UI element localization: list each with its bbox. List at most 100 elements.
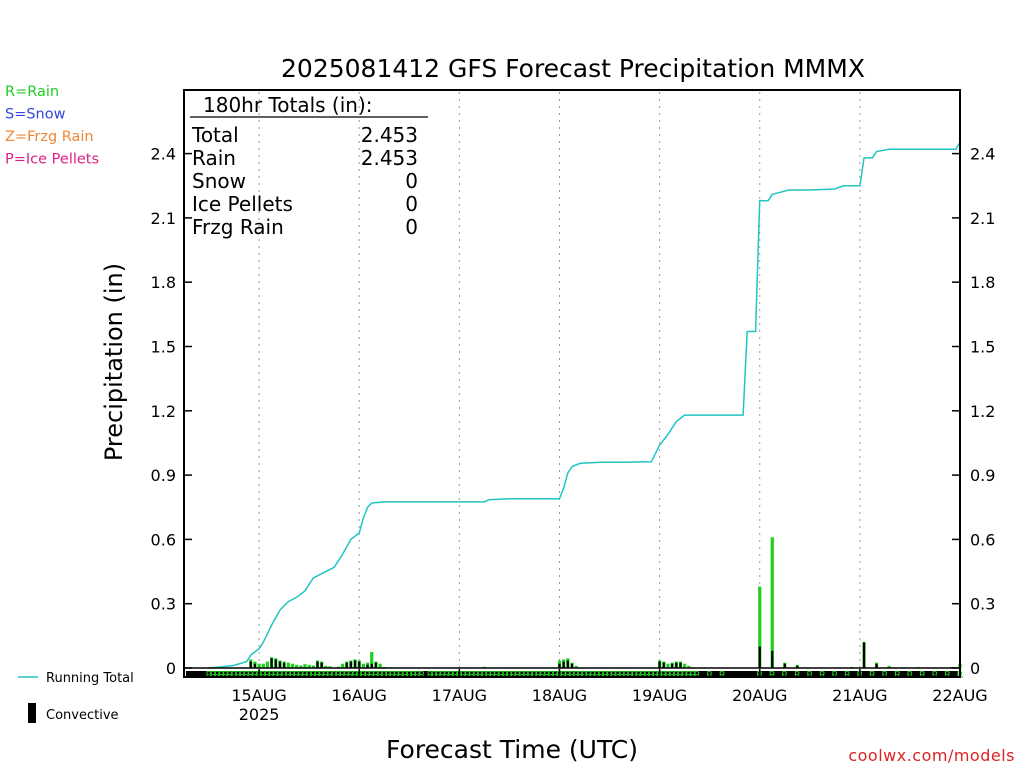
- totals-row-value: 0: [405, 192, 418, 216]
- ptype-code: R: [543, 670, 550, 681]
- ptype-code: R: [669, 670, 676, 681]
- ptype-code: R: [460, 670, 467, 681]
- totals-row-label: Total: [191, 123, 239, 147]
- y-tick-label: 1.5: [970, 338, 995, 357]
- running-total-legend-label: Running Total: [46, 671, 134, 686]
- ptype-code: R: [673, 670, 680, 681]
- ptype-code: R: [677, 670, 684, 681]
- y-tick-label: 0.3: [970, 595, 995, 614]
- ptype-code: R: [819, 670, 826, 681]
- convective-bar: [771, 650, 774, 668]
- ptype-code: R: [614, 670, 621, 681]
- rain-bar: [683, 663, 687, 668]
- convective-bar: [370, 663, 373, 668]
- convective-bar: [558, 663, 561, 668]
- ptype-baseline: [186, 671, 958, 676]
- ptype-code: R: [919, 670, 926, 681]
- convective-bars: [249, 642, 878, 668]
- y-tick-label: 2.4: [151, 145, 176, 164]
- ptype-code: R: [523, 670, 530, 681]
- x-tick-label: 18AUG: [532, 686, 587, 705]
- convective-bar: [320, 662, 323, 668]
- ptype-code: R: [443, 670, 450, 681]
- ptype-code: R: [289, 670, 296, 681]
- ptype-code: R: [694, 670, 701, 681]
- ptype-code: R: [464, 670, 471, 681]
- convective-swatch: [28, 703, 36, 723]
- rain-bar: [265, 661, 270, 668]
- convective-bar: [366, 664, 369, 668]
- ptype-code: R: [372, 670, 379, 681]
- ptype-code: R: [468, 670, 475, 681]
- y-tick-label: 1.2: [151, 402, 176, 421]
- totals-box: 180hr Totals (in): Total 2.453 Rain 2.453 Sn…: [190, 93, 428, 239]
- convective-bar: [658, 661, 661, 668]
- running-total-line: [208, 141, 961, 669]
- ptype-code: R: [502, 670, 509, 681]
- ptype-code: R: [414, 670, 421, 681]
- ptype-legend-item: S=Snow: [5, 107, 66, 123]
- ptype-code: R: [844, 670, 851, 681]
- rain-bar: [303, 664, 307, 668]
- ptype-code: R: [222, 670, 229, 681]
- totals-row-label: Frzg Rain: [192, 215, 284, 239]
- y-axis-right: 0 0.3 0.6 0.9 1.2 1.5 1.8 2.1 2.4: [952, 145, 995, 678]
- rain-bar: [257, 663, 261, 668]
- y-axis-label: Precipitation (in): [100, 263, 128, 461]
- ptype-code: R: [639, 670, 646, 681]
- convective-bar: [353, 660, 357, 668]
- ptype-code: R: [623, 670, 630, 681]
- ptype-code: R: [635, 670, 642, 681]
- ptype-code: R: [335, 670, 342, 681]
- y-tick-label: 0.3: [151, 595, 176, 614]
- x-tick-label: 20AUG: [732, 686, 787, 705]
- ptype-code: R: [218, 670, 225, 681]
- ptype-code: R: [377, 670, 384, 681]
- rain-bar: [687, 665, 691, 668]
- rain-bar: [758, 586, 762, 668]
- ptype-code: R: [535, 670, 542, 681]
- ptype-code: R: [352, 670, 359, 681]
- ptype-code: R: [226, 670, 233, 681]
- convective-bar: [875, 663, 878, 668]
- ptype-code: R: [598, 670, 605, 681]
- rain-bar: [340, 663, 345, 668]
- ptype-code: R: [439, 670, 446, 681]
- precip-bars: [249, 537, 962, 668]
- ptype-code: R: [560, 670, 567, 681]
- ptype-code: R: [652, 670, 659, 681]
- ptype-code: R: [314, 670, 321, 681]
- convective-bar: [796, 665, 799, 668]
- y-tick-label: 0: [970, 659, 980, 678]
- ptype-code: R: [368, 670, 375, 681]
- ptype-code: R: [322, 670, 329, 681]
- totals-row-value: 0: [405, 169, 418, 193]
- ptype-code: R: [944, 670, 951, 681]
- y-tick-label: 1.8: [970, 273, 995, 292]
- ptype-code: R: [594, 670, 601, 681]
- ptype-code: R: [648, 670, 655, 681]
- rain-bar: [887, 665, 891, 668]
- totals-row-label: Snow: [192, 169, 246, 193]
- convective-bar: [570, 663, 574, 668]
- y-tick-label: 2.1: [151, 209, 176, 228]
- ptype-code: R: [402, 670, 409, 681]
- ptype-code: R: [327, 670, 334, 681]
- convective-legend-label: Convective: [46, 708, 119, 723]
- rain-bar: [286, 662, 290, 668]
- rain-bar: [324, 665, 328, 668]
- convective-bar: [671, 663, 674, 668]
- totals-row-label: Rain: [192, 146, 236, 170]
- convective-bar: [249, 661, 252, 668]
- convective-bar: [562, 661, 565, 668]
- ptype-code: R: [276, 670, 283, 681]
- convective-bar: [358, 661, 361, 668]
- ptype-code: R: [214, 670, 221, 681]
- rain-bar: [290, 663, 295, 668]
- ptype-code: R: [264, 670, 271, 681]
- precip-type-legend: R=Rain S=Snow Z=Frzg Rain P=Ice Pellets: [5, 84, 99, 168]
- ptype-code: R: [510, 670, 517, 681]
- y-tick-label: 0.6: [970, 530, 995, 549]
- convective-bar: [862, 642, 866, 668]
